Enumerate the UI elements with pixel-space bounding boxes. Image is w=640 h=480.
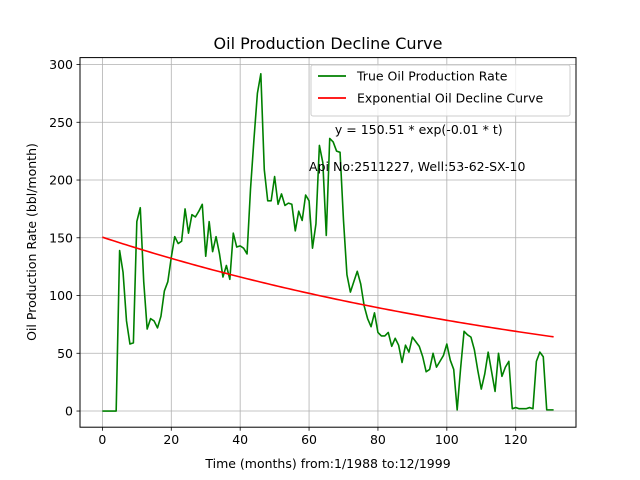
x-axis-label: Time (months) from:1/1988 to:12/1999 bbox=[204, 456, 450, 471]
x-tick-label: 20 bbox=[163, 432, 179, 447]
x-tick-label: 120 bbox=[504, 432, 528, 447]
legend: True Oil Production Rate Exponential Oil… bbox=[310, 64, 571, 117]
legend-label-true-rate: True Oil Production Rate bbox=[356, 69, 508, 84]
x-tick-label: 40 bbox=[232, 432, 248, 447]
well-id-annotation: Api No:2511227, Well:53-62-SX-10 bbox=[309, 159, 525, 174]
y-tick-label: 0 bbox=[65, 404, 73, 419]
y-tick-label: 100 bbox=[49, 288, 73, 303]
fit-equation-annotation: y = 150.51 * exp(-0.01 * t) bbox=[335, 122, 503, 137]
x-tick-label: 0 bbox=[98, 432, 106, 447]
decline-curve-line bbox=[102, 236, 554, 338]
y-axis-label: Oil Production Rate (bbl/month) bbox=[24, 143, 39, 341]
y-tick-label: 150 bbox=[49, 230, 73, 245]
chart-title: Oil Production Decline Curve bbox=[214, 34, 443, 53]
y-tick-label: 300 bbox=[49, 57, 73, 72]
true-rate-line bbox=[102, 72, 554, 412]
plot-frame bbox=[79, 57, 577, 428]
legend-label-decline-curve: Exponential Oil Decline Curve bbox=[357, 91, 544, 106]
legend-box bbox=[310, 64, 571, 117]
y-tick-label: 200 bbox=[49, 173, 73, 188]
x-tick-label: 80 bbox=[370, 432, 386, 447]
y-tick-label: 50 bbox=[57, 346, 73, 361]
y-tick-label: 250 bbox=[49, 115, 73, 130]
x-tick-label: 100 bbox=[435, 432, 459, 447]
axis-ticks: 0 20 40 60 80 100 120 0 50 100 150 200 250 300 bbox=[49, 57, 528, 447]
series-layer bbox=[102, 72, 554, 412]
x-tick-label: 60 bbox=[301, 432, 317, 447]
